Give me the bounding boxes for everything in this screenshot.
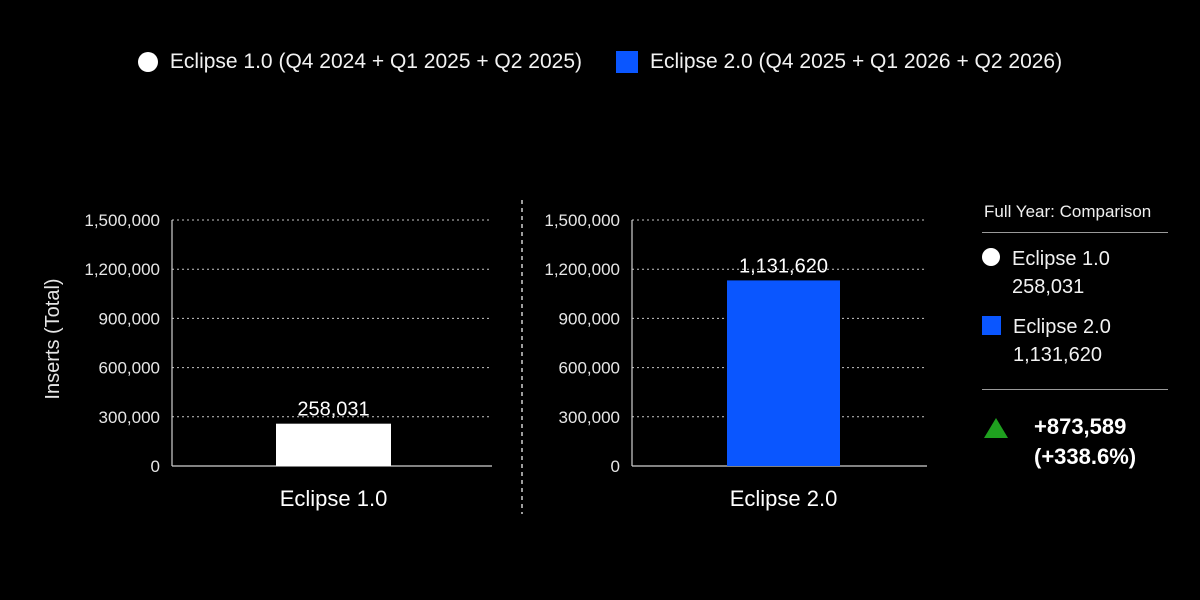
y-tick-label: 1,500,000 (84, 211, 160, 230)
divider-bottom (982, 389, 1168, 390)
difference-value: +873,589 (1034, 414, 1127, 439)
blue-square-icon (982, 316, 1001, 335)
y-tick-label: 0 (611, 457, 620, 476)
bar-data-label: 1,131,620 (739, 255, 828, 277)
y-tick-label: 900,000 (559, 309, 620, 328)
white-circle-icon (982, 248, 1000, 266)
y-tick-label: 600,000 (99, 359, 160, 378)
y-tick-label: 900,000 (99, 309, 160, 328)
difference-percent: (+338.6%) (1034, 444, 1137, 469)
x-category-label: Eclipse 2.0 (730, 486, 838, 511)
x-category-label: Eclipse 1.0 (280, 486, 388, 511)
comparison-entry-eclipse-2: Eclipse 2.0 1,131,620 (982, 313, 1168, 369)
legend-item-eclipse-2: Eclipse 2.0 (Q4 2025 + Q1 2026 + Q2 2026… (616, 50, 1062, 74)
y-axis-title: Inserts (Total) (42, 278, 64, 399)
y-tick-label: 600,000 (559, 359, 620, 378)
comparison-title: Full Year: Comparison (984, 202, 1152, 221)
bar-data-label: 258,031 (297, 399, 369, 421)
comparison-value: 258,031 (1012, 276, 1085, 298)
comparison-entries: Eclipse 1.0 258,031 Eclipse 2.0 1,131,62… (982, 245, 1168, 389)
bar (727, 280, 840, 466)
y-tick-label: 300,000 (559, 408, 620, 427)
comparison-name: Eclipse 2.0 (1013, 316, 1111, 338)
comparison-name: Eclipse 1.0 (1012, 248, 1110, 270)
white-circle-icon (137, 52, 158, 72)
y-tick-label: 1,200,000 (84, 260, 160, 279)
legend-label-eclipse-1: Eclipse 1.0 (Q4 2024 + Q1 2025 + Q2 2025… (169, 50, 582, 73)
divider-top (982, 232, 1168, 233)
y-tick-label: 1,200,000 (544, 260, 620, 279)
bar (276, 423, 391, 466)
comparison-value: 1,131,620 (1013, 344, 1102, 366)
up-triangle-icon (984, 418, 1008, 438)
comparison-panel: Full Year: Comparison Eclipse 1.0 258,03… (982, 196, 1168, 472)
y-tick-label: 300,000 (99, 408, 160, 427)
legend-label-eclipse-2: Eclipse 2.0 (Q4 2025 + Q1 2026 + Q2 2026… (650, 50, 1063, 73)
y-tick-label: 1,500,000 (544, 211, 620, 230)
difference-block: +873,589 (+338.6%) (982, 412, 1168, 472)
top-legend: Eclipse 1.0 (Q4 2024 + Q1 2025 + Q2 2025… (0, 44, 1200, 80)
y-tick-label: 0 (151, 457, 160, 476)
legend-item-eclipse-1: Eclipse 1.0 (Q4 2024 + Q1 2025 + Q2 2025… (137, 50, 582, 74)
blue-square-icon (616, 51, 638, 73)
comparison-entry-eclipse-1: Eclipse 1.0 258,031 (982, 245, 1168, 301)
